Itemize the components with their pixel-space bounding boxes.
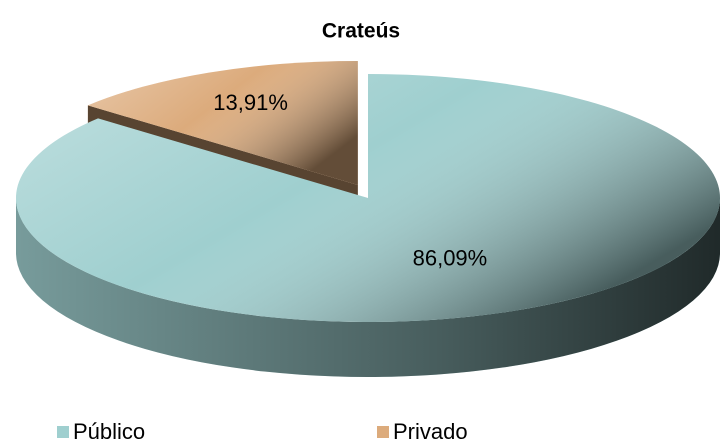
legend-marker xyxy=(377,426,389,438)
slice-side-shade xyxy=(16,198,720,377)
slice-shade xyxy=(15,74,720,322)
data-label: 86,09% xyxy=(413,246,488,271)
legend-label: Privado xyxy=(393,419,468,444)
chart-title: Crateús xyxy=(322,20,400,43)
data-label: 13,91% xyxy=(213,90,288,115)
legend-label: Público xyxy=(73,419,145,444)
slice-shade xyxy=(87,60,358,185)
legend-marker xyxy=(57,426,69,438)
